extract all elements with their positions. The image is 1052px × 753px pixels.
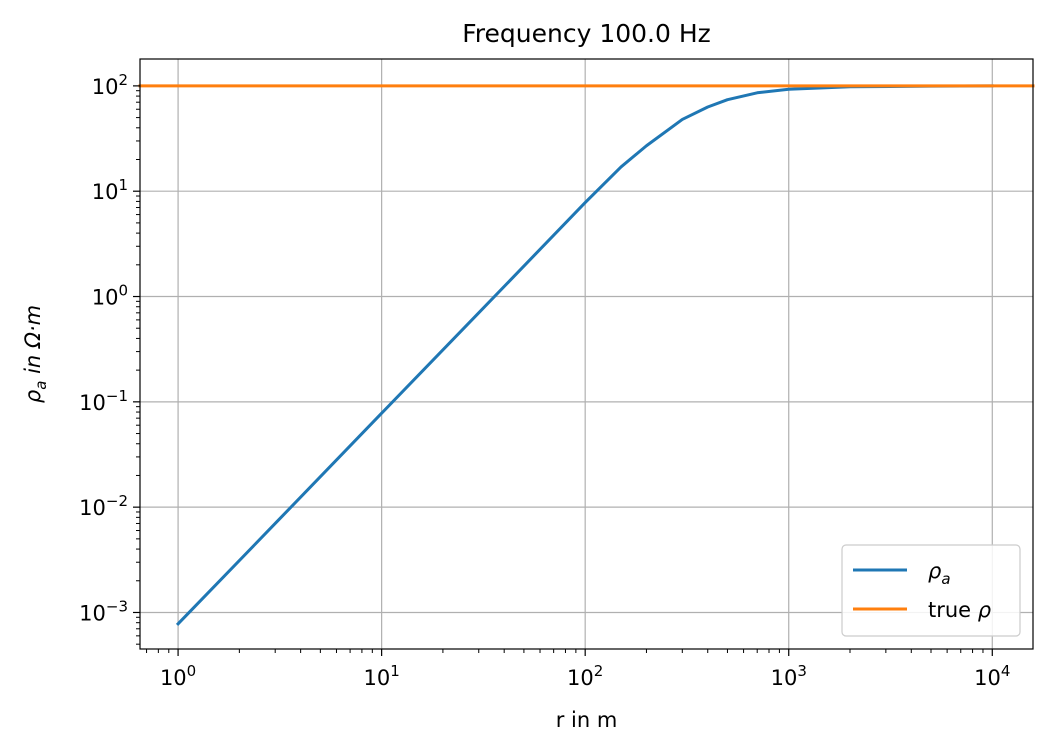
y-tick-label: 100 xyxy=(92,282,128,310)
legend-label: ρa xyxy=(928,559,951,588)
x-tick-label: 102 xyxy=(567,662,603,690)
y-tick-label: 10−2 xyxy=(79,492,128,520)
y-tick-label: 10−1 xyxy=(79,387,128,415)
y-axis-label: ρa in Ω·m xyxy=(21,305,50,403)
x-tick-label: 101 xyxy=(363,662,399,690)
legend-label: true ρ xyxy=(928,598,992,622)
legend: ρa true ρ xyxy=(841,544,1021,637)
plot-frame xyxy=(139,58,1034,650)
ticks: 100 101 102 103 104 10−3 10−2 10−1 100 101 102 xyxy=(79,71,1010,690)
chart-title: Frequency 100.0 Hz xyxy=(462,19,711,48)
legend-box xyxy=(841,544,1021,637)
series-layer xyxy=(138,84,1035,626)
x-tick-label: 104 xyxy=(974,662,1010,690)
x-axis-label: r in m xyxy=(556,708,618,732)
y-tick-label: 101 xyxy=(92,176,128,204)
series-line-rho-a xyxy=(175,84,994,626)
x-tick-label: 100 xyxy=(160,662,196,690)
y-tick-label: 10−3 xyxy=(79,597,128,625)
x-tick-label: 103 xyxy=(771,662,807,690)
y-tick-label: 102 xyxy=(92,71,128,99)
